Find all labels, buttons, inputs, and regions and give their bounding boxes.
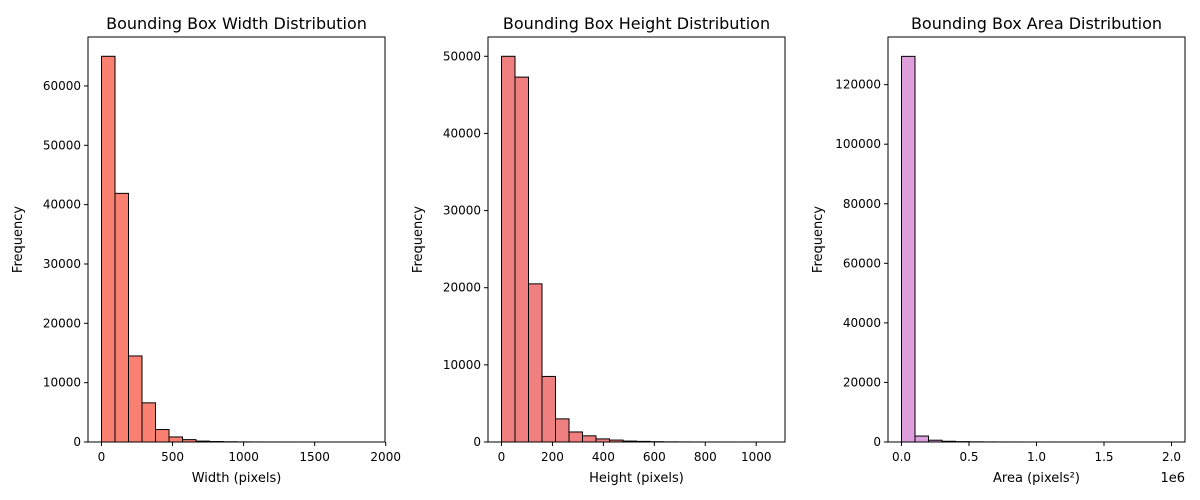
x-tick-label: 0.0 <box>892 450 911 464</box>
plot-frame <box>487 36 786 443</box>
y-tick-label: 30000 <box>43 257 81 271</box>
y-axis-label: Frequency <box>811 206 826 273</box>
histogram-bar <box>541 375 556 443</box>
y-tick-label: 40000 <box>443 126 481 140</box>
y-tick-label: 100000 <box>835 137 881 151</box>
y-axis-label: Frequency <box>11 206 26 273</box>
x-tick-label: 600 <box>643 450 666 464</box>
y-tick-label: 20000 <box>43 316 81 330</box>
x-tick-label: 1.5 <box>1094 450 1113 464</box>
y-tick-label: 60000 <box>43 79 81 93</box>
y-tick-label: 50000 <box>43 138 81 152</box>
x-tick-label: 0 <box>498 450 506 464</box>
histogram-bar <box>114 192 129 443</box>
histogram-bar <box>141 402 156 443</box>
x-axis-offset-text: 1e6 <box>1160 471 1185 486</box>
y-tick-label: 50000 <box>443 49 481 63</box>
x-tick-label: 1000 <box>741 450 772 464</box>
histogram-bar <box>128 355 143 443</box>
y-tick-label: 60000 <box>843 256 881 270</box>
histogram-bar <box>168 436 183 443</box>
y-tick-label: 10000 <box>443 358 481 372</box>
y-axis-label: Frequency <box>411 206 426 273</box>
x-tick-label: 1000 <box>228 450 259 464</box>
histogram-panel-3: 0.0 0.5 1.0 1.5 2.0 0 20000 40000 60000 80000 1000… <box>811 14 1186 486</box>
chart-title: Bounding Box Height Distribution <box>503 14 770 33</box>
histogram-panel-1: 0 500 1000 1500 2000010000200003000040000500… <box>11 14 401 486</box>
histogram-bar <box>501 55 516 443</box>
histogram-bar <box>514 76 529 443</box>
x-tick-label: 2000 <box>370 450 401 464</box>
y-tick-label: 40000 <box>43 198 81 212</box>
x-tick-label: 1.0 <box>1027 450 1046 464</box>
y-tick-label: 120000 <box>835 78 881 92</box>
x-tick-label: 400 <box>592 450 615 464</box>
plot-frame <box>87 36 386 443</box>
y-tick-label: 10000 <box>43 376 81 390</box>
x-tick-label: 500 <box>161 450 184 464</box>
x-axis-label: Height (pixels) <box>589 471 684 486</box>
x-tick-label: 0 <box>98 450 106 464</box>
y-tick-label: 30000 <box>443 204 481 218</box>
x-tick-label: 2.0 <box>1162 450 1181 464</box>
x-tick-label: 800 <box>694 450 717 464</box>
histogram-bar <box>582 435 597 443</box>
y-tick-label: 0 <box>73 435 81 449</box>
y-tick-label: 0 <box>873 435 881 449</box>
x-axis-label: Area (pixels²) <box>993 471 1080 486</box>
y-tick-label: 20000 <box>443 281 481 295</box>
histogram-bar <box>901 55 916 443</box>
x-tick-label: 1500 <box>299 450 330 464</box>
y-tick-label: 40000 <box>843 316 881 330</box>
y-tick-label: 80000 <box>843 197 881 211</box>
histogram-bar <box>528 283 543 443</box>
y-tick-label: 0 <box>473 435 481 449</box>
histogram-bar <box>155 429 170 443</box>
x-tick-label: 200 <box>541 450 564 464</box>
histogram-bar <box>101 55 116 443</box>
histogram-panel-2: 0 200 400 600 800 100001000020000300004000050… <box>411 14 786 486</box>
histogram-bar <box>914 435 929 443</box>
y-tick-label: 20000 <box>843 375 881 389</box>
histogram-bar <box>555 418 570 443</box>
x-axis-label: Width (pixels) <box>192 471 282 486</box>
chart-title: Bounding Box Area Distribution <box>911 14 1162 33</box>
chart-title: Bounding Box Width Distribution <box>106 14 367 33</box>
histogram-bar <box>568 431 583 443</box>
x-tick-label: 0.5 <box>959 450 978 464</box>
